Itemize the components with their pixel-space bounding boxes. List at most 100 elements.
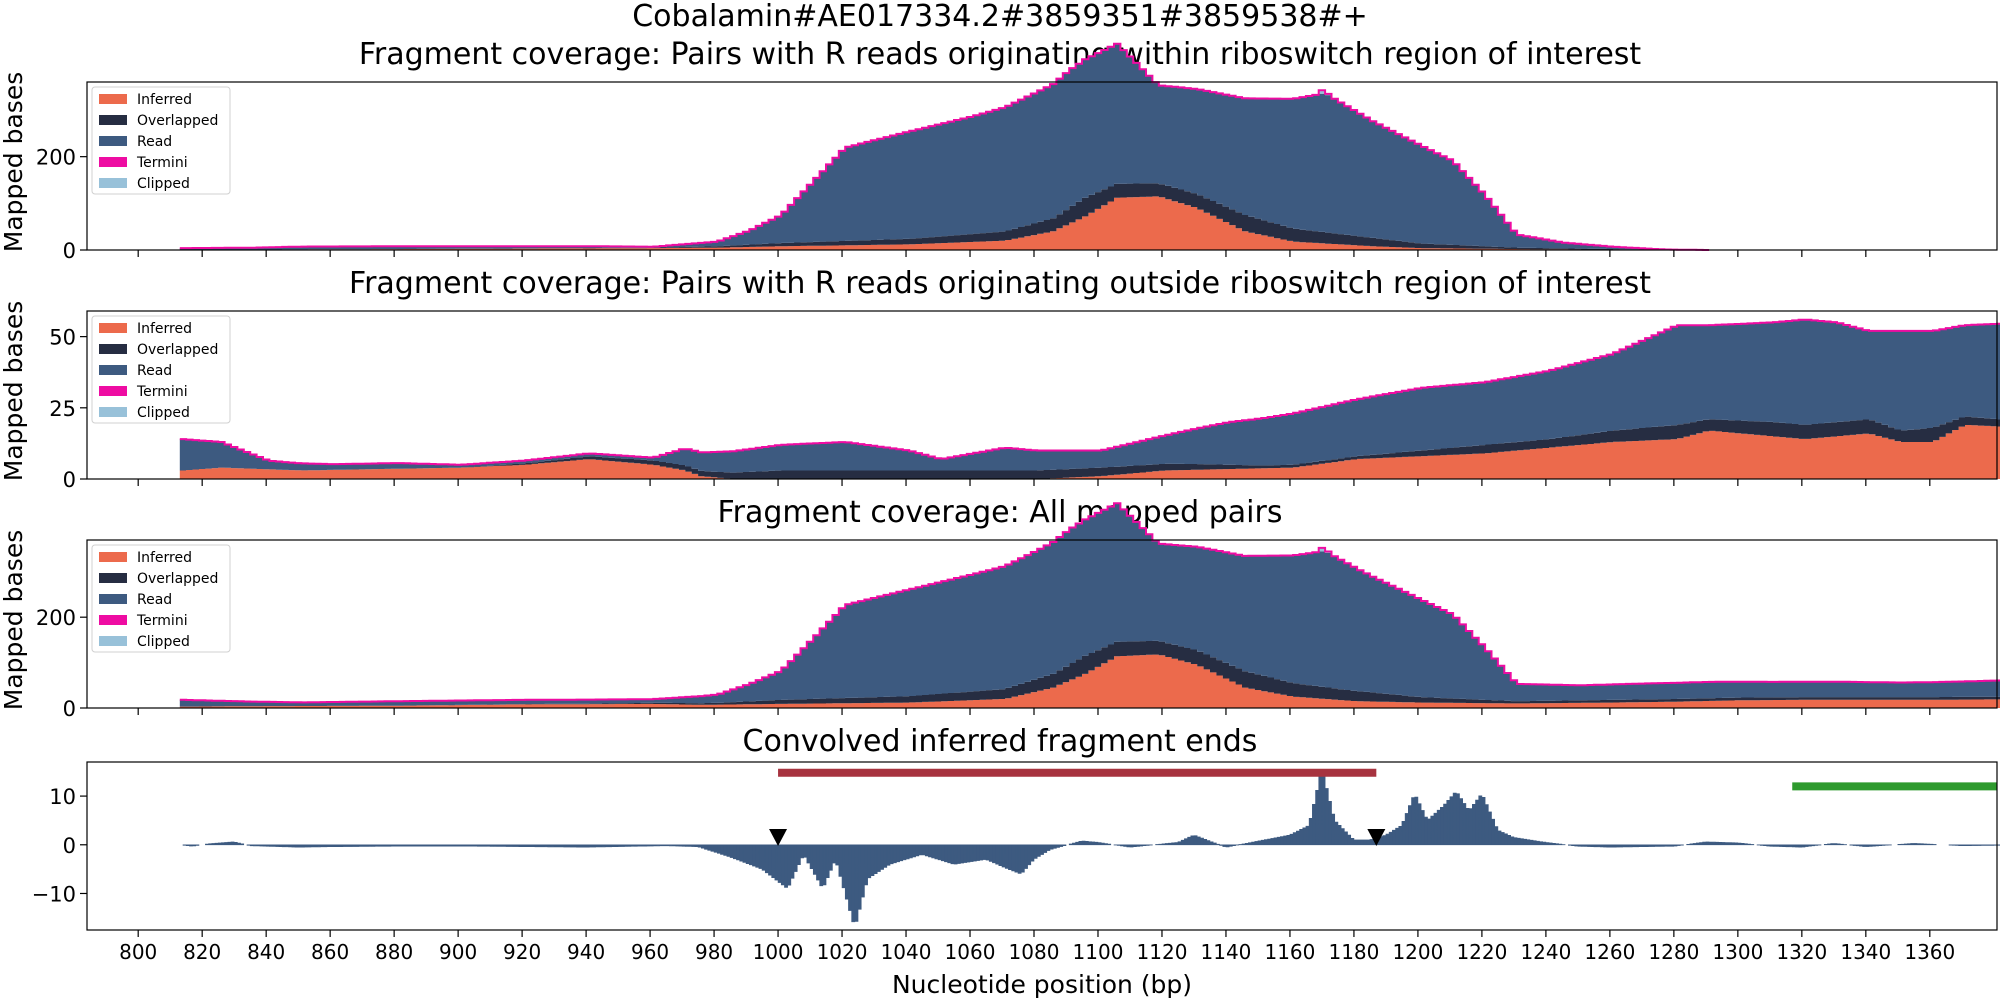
legend-label-overlapped: Overlapped	[137, 113, 218, 129]
x-tick-label: 1300	[1712, 940, 1763, 964]
legend-label-termini: Termini	[136, 613, 188, 629]
panel-all-plot: 0 200 Inferred Overlapped Read Termini Clipped	[36, 502, 2000, 721]
legend-swatch-read	[99, 594, 127, 604]
legend-box	[91, 315, 231, 424]
panel-all-ylabel: Mapped bases	[0, 530, 28, 710]
x-tick-label: 1100	[1073, 940, 1124, 964]
x-tick-label: 1160	[1264, 940, 1315, 964]
legend-box	[91, 86, 231, 195]
legend-label-overlapped: Overlapped	[137, 571, 218, 587]
x-tick-label: 1340	[1840, 940, 1891, 964]
panel-outside-title: Fragment coverage: Pairs with R reads or…	[349, 266, 1651, 301]
x-axis-label: Nucleotide position (bp)	[892, 970, 1192, 999]
x-tick-label: 1280	[1648, 940, 1699, 964]
series-read-area	[179, 319, 2000, 473]
y-tick-label: 0	[63, 834, 76, 858]
x-tick-label: 1040	[881, 940, 932, 964]
series-termini-edge	[179, 502, 2000, 704]
legend-label-read: Read	[137, 592, 172, 608]
x-tick-label: 900	[439, 940, 477, 964]
panel-convolved-plot: −10 0 10 800 820 840 860 880 900 920 940 960 980 1000…	[32, 761, 2000, 964]
legend-swatch-termini	[99, 386, 127, 396]
legend-swatch-overlapped	[99, 115, 127, 125]
legend-label-termini: Termini	[136, 384, 188, 400]
boundary-marker-2	[1367, 828, 1386, 846]
legend-label-inferred: Inferred	[137, 92, 192, 108]
legend-label-inferred: Inferred	[137, 550, 192, 566]
y-tick-label: 0	[63, 697, 76, 721]
x-tick-label: 1260	[1584, 940, 1635, 964]
legend: Inferred Overlapped Read Termini Clipped	[91, 86, 231, 195]
series-termini-edge	[179, 42, 1710, 251]
legend-swatch-overlapped	[99, 344, 127, 354]
x-tick-label: 1140	[1201, 940, 1252, 964]
panel-within-title: Fragment coverage: Pairs with R reads or…	[359, 37, 1642, 72]
legend-label-inferred: Inferred	[137, 321, 192, 337]
axes-frame	[86, 81, 1998, 251]
series-overlapped-area	[179, 183, 1710, 250]
x-tick-label: 1240	[1520, 940, 1571, 964]
legend-swatch-overlapped	[99, 573, 127, 583]
y-tick-label: 10	[49, 785, 76, 809]
panel-convolved-title: Convolved inferred fragment ends	[743, 724, 1258, 759]
legend-swatch-inferred	[99, 323, 127, 333]
x-tick-label: 800	[119, 940, 157, 964]
x-tick-label: 1120	[1137, 940, 1188, 964]
y-tick-label: 50	[49, 326, 76, 350]
legend-box	[91, 544, 231, 653]
x-tick-label: 1020	[817, 940, 868, 964]
series-read-area	[179, 43, 1710, 251]
y-tick-label: 200	[36, 146, 76, 170]
series-overlapped-area	[179, 640, 2000, 707]
legend-swatch-termini	[99, 157, 127, 167]
legend: Inferred Overlapped Read Termini Clipped	[91, 544, 231, 653]
x-tick-label: 1060	[945, 940, 996, 964]
x-tick-label: 920	[503, 940, 541, 964]
x-tick-label: 1080	[1009, 940, 1060, 964]
series-read-area	[179, 503, 2000, 707]
x-tick-label: 1220	[1456, 940, 1507, 964]
y-tick-label: 25	[49, 397, 76, 421]
legend: Inferred Overlapped Read Termini Clipped	[91, 315, 231, 424]
legend-label-termini: Termini	[136, 155, 188, 171]
panel-within-plot: 0 200 Inferred Overlapped Read Termini Clipped	[36, 42, 1998, 263]
y-tick-label: 0	[63, 468, 76, 492]
panel-outside-ylabel: Mapped bases	[0, 301, 28, 481]
legend-swatch-termini	[99, 615, 127, 625]
axes-frame	[86, 761, 1998, 931]
x-tick-label: 1360	[1904, 940, 1955, 964]
y-tick-label: 200	[36, 606, 76, 630]
panel-all-title: Fragment coverage: All mapped pairs	[718, 495, 1283, 530]
panel-within-ylabel: Mapped bases	[0, 72, 28, 252]
legend-label-overlapped: Overlapped	[137, 342, 218, 358]
series-inferred-area	[179, 425, 2000, 479]
legend-swatch-read	[99, 365, 127, 375]
x-tick-label: 1180	[1328, 940, 1379, 964]
signal-bars	[182, 775, 2000, 923]
panel-outside-plot: 0 25 50 Inferred Overlapped Read Termini Clippe…	[49, 310, 2000, 492]
y-tick-label: −10	[32, 882, 76, 906]
axes-frame	[86, 310, 1998, 480]
series-termini-edge	[179, 318, 2000, 466]
legend-swatch-clipped	[99, 636, 127, 646]
legend-swatch-inferred	[99, 94, 127, 104]
x-tick-label: 820	[183, 940, 221, 964]
x-tick-label: 880	[375, 940, 413, 964]
legend-swatch-clipped	[99, 407, 127, 417]
y-tick-label: 0	[63, 239, 76, 263]
legend-label-read: Read	[137, 134, 172, 150]
x-tick-label: 1000	[753, 940, 804, 964]
figure-suptitle: Cobalamin#AE017334.2#3859351#3859538#+	[632, 0, 1368, 34]
x-tick-label: 860	[311, 940, 349, 964]
x-tick-label: 840	[247, 940, 285, 964]
boundary-marker-1	[769, 828, 788, 846]
legend-label-clipped: Clipped	[137, 405, 190, 421]
legend-swatch-read	[99, 136, 127, 146]
x-tick-label: 1200	[1392, 940, 1443, 964]
x-tick-label: 1320	[1776, 940, 1827, 964]
axes-frame	[86, 539, 1998, 709]
legend-swatch-inferred	[99, 552, 127, 562]
x-tick-label: 960	[631, 940, 669, 964]
legend-label-clipped: Clipped	[137, 176, 190, 192]
